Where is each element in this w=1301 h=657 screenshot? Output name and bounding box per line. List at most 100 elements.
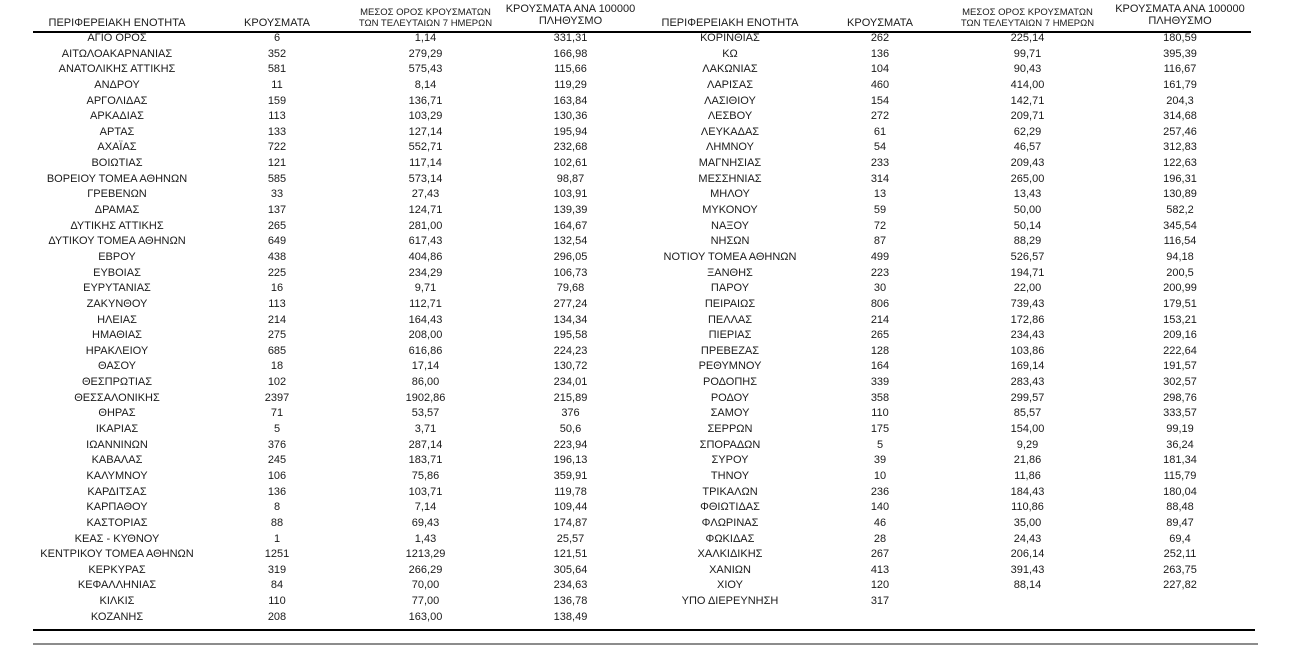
cases-cell: 28 [873,532,887,545]
per100k-cell: 119,78 [554,485,587,498]
cases-cell: 806 [870,297,890,310]
region-cell: ΠΙΕΡΙΑΣ [708,329,752,342]
region-cell: ΛΑΚΩΝΙΑΣ [702,63,758,76]
region-cell: ΡΕΘΥΜΝΟΥ [698,360,762,373]
per100k-cell: 69,4 [1169,532,1191,545]
per100k-cell: 99,19 [1166,423,1194,436]
cases-cell: 352 [267,47,287,60]
per100k-cell: 88,48 [1166,501,1194,514]
region-cell: ΜΗΛΟΥ [710,188,750,201]
per100k-cell: 200,5 [1166,266,1194,279]
per100k-cell: 263,75 [1163,563,1197,576]
region-cell: ΧΙΟΥ [717,579,743,592]
avg7-cell: 50,00 [1013,204,1042,217]
cases-cell: 5 [273,423,281,436]
region-cell: ΠΡΕΒΕΖΑΣ [700,344,760,357]
cases-cell: 113 [268,297,286,310]
cases-cell: 154 [870,94,890,107]
avg7-cell: 573,14 [408,172,443,185]
avg7-cell: 616,86 [408,344,443,357]
per100k-cell: 102,61 [553,157,588,170]
per100k-cell: 223,94 [553,438,588,451]
region-cell: ΥΠΟ ΔΙΕΡΕΥΝΗΣΗ [681,595,779,608]
per100k-cell: 138,49 [553,610,588,623]
avg7-cell: 13,43 [1013,188,1042,201]
per100k-cell: 331,31 [553,32,588,44]
avg7-cell: 209,43 [1010,157,1045,170]
region-cell: ΜΥΚΟΝΟΥ [702,204,758,217]
avg7-cell: 234,43 [1010,329,1045,342]
per100k-cell: 257,46 [1163,125,1197,138]
avg7-cell: 526,57 [1010,250,1045,263]
region-cell: ΘΕΣΠΡΩΤΙΑΣ [81,376,153,389]
cases-cell: 140 [870,501,890,514]
avg7-cell: 172,86 [1010,313,1045,326]
header-rule [33,31,1251,33]
region-cell: ΣΕΡΡΩΝ [707,423,753,436]
per100k-cell: 200,99 [1163,282,1197,295]
avg7-cell: 46,57 [1013,141,1042,154]
cases-cell: 59 [873,204,887,217]
table-header-right: ΠΕΡΙΦΕΡΕΙΑΚΗ ΕΝΟΤΗΤΑ ΚΡΟΥΣΜΑΤΑ ΜΕΣΟΣ ΟΡΟ… [650,0,1255,31]
per100k-cell: 106,73 [553,266,588,279]
avg7-cell: 103,29 [408,110,443,123]
cases-cell: 87 [873,235,887,248]
region-cell: ΙΩΑΝΝΙΝΩΝ [86,438,148,451]
per100k-cell: 196,31 [1163,172,1197,185]
bottom-rule-gray [33,643,1258,645]
avg7-cell: 265,00 [1010,172,1045,185]
per100k-cell: 116,54 [1163,235,1197,248]
avg7-cell: 103,71 [408,485,443,498]
per100k-cell: 130,72 [553,360,588,373]
avg7-cell: 62,29 [1013,125,1042,138]
region-cell: ΣΑΜΟΥ [710,407,750,420]
cases-cell: 208 [267,610,287,623]
region-cell: ΜΑΓΝΗΣΙΑΣ [698,157,762,170]
avg7-cell: 739,43 [1010,297,1045,310]
per100k-cell: 130,89 [1163,188,1197,201]
cases-cell: 6 [273,32,281,44]
region-cell: ΚΑΣΤΟΡΙΑΣ [86,516,148,529]
cases-cell: 267 [870,548,890,561]
per100k-cell: 130,36 [553,110,588,123]
region-cell: ΜΕΣΣΗΝΙΑΣ [698,172,762,185]
region-cell: ΒΟΙΩΤΙΑΣ [91,157,143,170]
region-cell: ΦΩΚΙΔΑΣ [705,532,755,545]
table-body-right: ΚΟΡΙΝΘΙΑΣ 262 225,14 180,59 ΚΩ 136 99,71 395,39… [650,31,1255,610]
region-cell: ΑΓΙΟ ΟΡΟΣ [87,32,147,44]
avg7-cell: 8,14 [414,78,437,91]
cases-cell: 236 [870,485,890,498]
per100k-cell: 79,68 [556,282,585,295]
per100k-cell: 209,16 [1163,329,1197,342]
avg7-cell: 283,43 [1010,376,1045,389]
avg7-cell: 117,14 [409,157,442,170]
region-cell: ΖΑΚΥΝΘΟΥ [86,297,148,310]
avg7-cell: 391,43 [1010,563,1045,576]
avg7-cell: 142,71 [1010,94,1045,107]
per100k-column-header: ΚΡΟΥΣΜΑΤΑ ΑΝΑ 100000 ΠΛΗΘΥΣΜΟ [505,3,636,27]
cases-cell: 18 [270,360,284,373]
cases-cell: 30 [873,282,887,295]
avg7-cell: 552,71 [408,141,443,154]
per100k-cell: 180,59 [1163,32,1197,44]
per100k-cell: 252,11 [1163,548,1197,561]
per100k-cell: 25,57 [556,532,585,545]
avg7-cell: 1213,29 [405,548,446,561]
avg7-cell: 163,00 [408,610,443,623]
avg7-cell: 88,29 [1013,235,1042,248]
region-cell: ΗΡΑΚΛΕΙΟΥ [85,344,149,357]
per100k-cell: 153,21 [1163,313,1197,326]
avg7-cell: 53,57 [411,407,440,420]
region-cell: ΓΡΕΒΕΝΩΝ [87,188,147,201]
avg7-cell: 279,29 [408,47,443,60]
per100k-cell: 277,24 [553,297,588,310]
avg7-cell: 183,71 [408,454,443,467]
region-cell: ΛΗΜΝΟΥ [706,141,754,154]
cases-cell: 102 [267,376,287,389]
avg7-cell: 1,14 [414,32,437,44]
region-cell: ΡΟΔΟΥ [710,391,750,404]
cases-cell: 110 [268,595,286,608]
region-cell: ΗΜΑΘΙΑΣ [92,329,142,342]
region-cell: ΞΑΝΘΗΣ [707,266,753,279]
avg7-cell: 136,71 [408,94,443,107]
